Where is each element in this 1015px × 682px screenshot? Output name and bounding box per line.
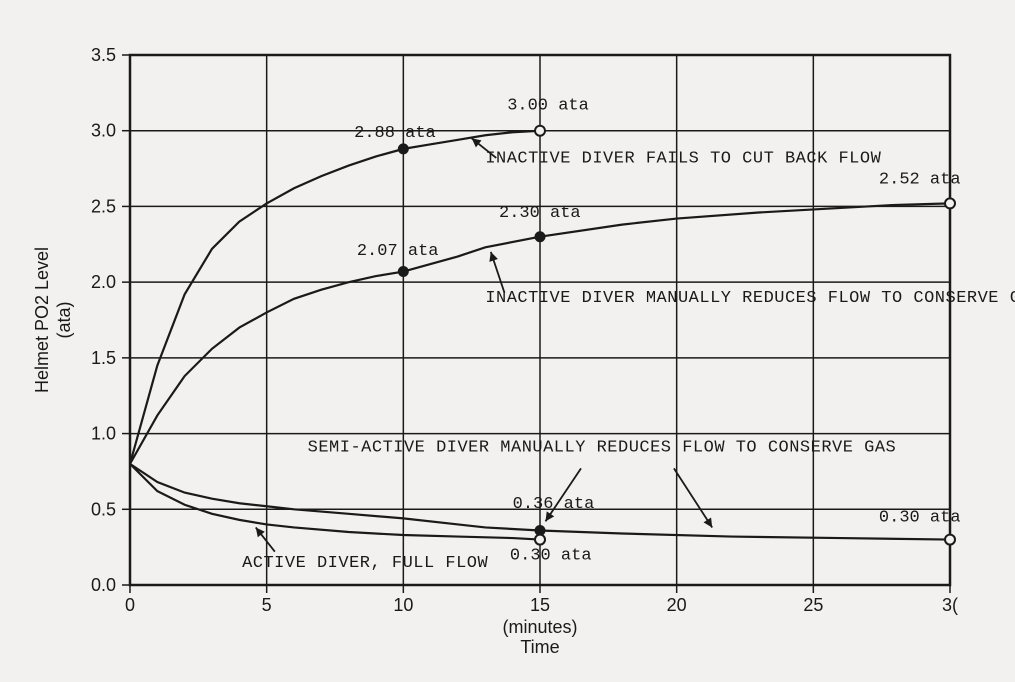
xlabel-minutes: (minutes) — [502, 617, 577, 637]
point-label: 2.07 ata — [357, 242, 439, 261]
point-label: 2.30 ata — [499, 204, 581, 223]
annotation-text: INACTIVE DIVER MANUALLY REDUCES FLOW TO … — [485, 289, 1015, 308]
data-point — [945, 198, 955, 208]
annotation-text: SEMI-ACTIVE DIVER MANUALLY REDUCES FLOW … — [308, 439, 897, 458]
point-label: 0.36 ata — [513, 495, 595, 514]
point-label: 3.00 ata — [507, 97, 589, 116]
ytick-label: 1.0 — [91, 424, 116, 444]
annotation-text: ACTIVE DIVER, FULL FLOW — [242, 554, 488, 573]
ytick-label: 2.0 — [91, 272, 116, 292]
data-point — [535, 126, 545, 136]
ytick-label: 2.5 — [91, 196, 116, 216]
point-label: 0.30 ata — [879, 508, 961, 527]
xtick-label: 5 — [262, 595, 272, 615]
xlabel-time: Time — [520, 637, 559, 657]
annotation-text: INACTIVE DIVER FAILS TO CUT BACK FLOW — [485, 150, 881, 169]
ylabel-main: Helmet PO2 Level — [32, 247, 52, 393]
data-point — [535, 232, 545, 242]
data-point — [398, 144, 408, 154]
ytick-label: 3.0 — [91, 121, 116, 141]
ytick-label: 0.0 — [91, 575, 116, 595]
xtick-label: 15 — [530, 595, 550, 615]
data-point — [398, 267, 408, 277]
ytick-label: 3.5 — [91, 45, 116, 65]
data-point — [535, 535, 545, 545]
xtick-label: 10 — [393, 595, 413, 615]
xtick-label: 3( — [942, 595, 958, 615]
xtick-label: 25 — [803, 595, 823, 615]
point-label: 0.30 ata — [510, 546, 592, 565]
xtick-label: 20 — [667, 595, 687, 615]
ytick-label: 0.5 — [91, 499, 116, 519]
point-label: 2.88 ata — [354, 124, 436, 143]
xtick-label: 0 — [125, 595, 135, 615]
ylabel-unit: (ata) — [54, 301, 74, 338]
ytick-label: 1.5 — [91, 348, 116, 368]
data-point — [945, 535, 955, 545]
point-label: 2.52 ata — [879, 171, 961, 190]
annotation-arrow — [674, 468, 712, 527]
curve-inactive-fails — [130, 131, 540, 464]
curve-active-full — [130, 464, 540, 540]
